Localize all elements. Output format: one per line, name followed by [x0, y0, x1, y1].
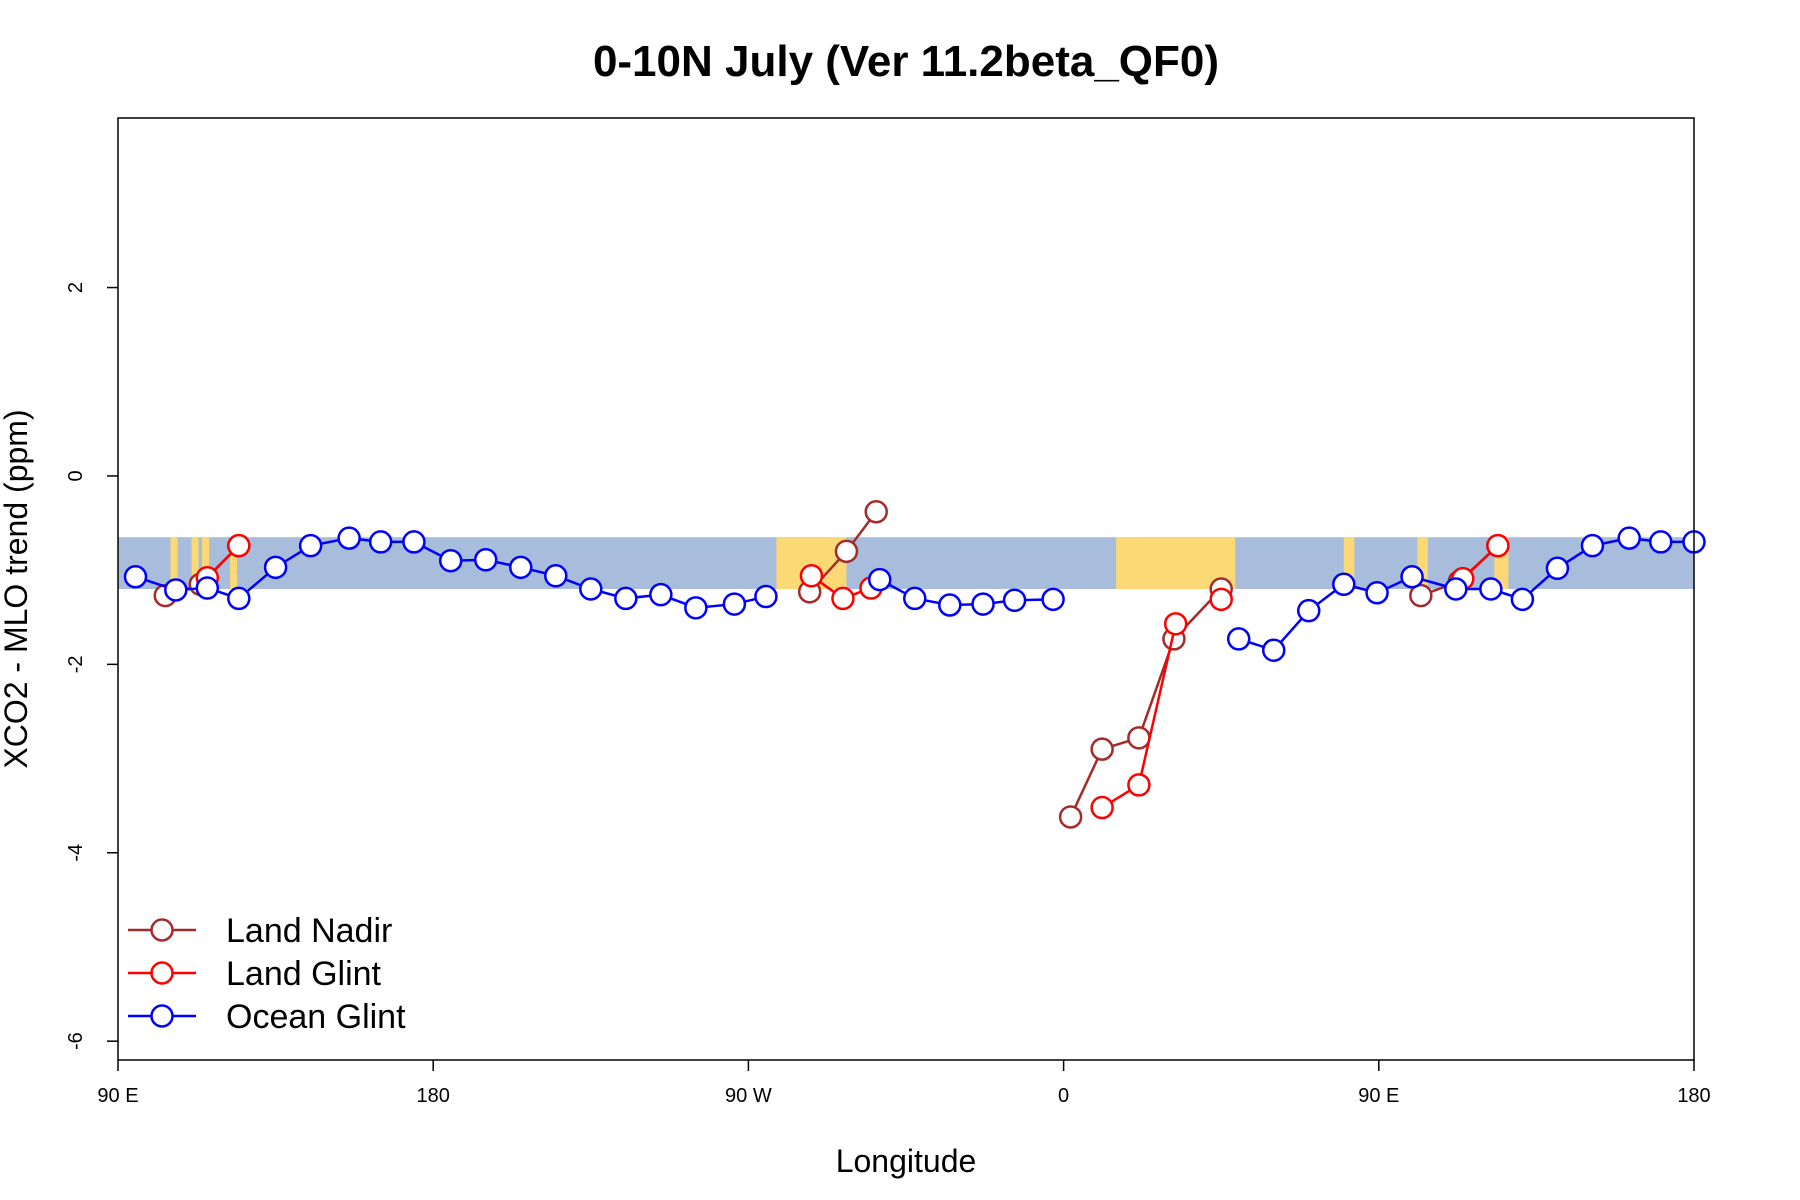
- land-span: [1343, 537, 1355, 589]
- legend-label: Land Glint: [226, 955, 382, 993]
- data-point: [834, 539, 859, 564]
- legend-label: Land Nadir: [226, 912, 392, 950]
- data-point: [971, 592, 995, 616]
- legend-marker: [150, 918, 174, 942]
- data-point: [438, 548, 463, 573]
- data-point: [1297, 598, 1321, 623]
- data-point: [1510, 587, 1535, 612]
- data-point: [368, 530, 393, 554]
- series-land-glint: [195, 533, 1510, 820]
- land-span: [1182, 537, 1190, 589]
- data-point: [544, 564, 568, 588]
- data-point: [1648, 530, 1673, 554]
- legend-marker: [150, 1004, 174, 1028]
- legend: Land Nadir Land Glint Ocean Glint: [128, 912, 406, 1036]
- data-point: [684, 596, 708, 620]
- chart-title: 0-10N July (Ver 11.2beta_QF0): [593, 37, 1219, 86]
- land-span: [170, 537, 178, 589]
- data-point: [799, 564, 824, 588]
- x-tick-label: 180: [1677, 1085, 1710, 1107]
- data-point: [649, 582, 673, 607]
- axes: 90 E 180 90 W 0 90 E 180 2 0 -2 -4 -6: [65, 282, 1711, 1107]
- data-point: [938, 593, 962, 617]
- land-span: [191, 537, 199, 589]
- x-axis-label: Longitude: [836, 1143, 977, 1179]
- data-point: [903, 586, 927, 611]
- data-point: [614, 586, 638, 611]
- x-tick-label: 0: [1058, 1085, 1069, 1107]
- land-span: [1417, 537, 1428, 589]
- y-tick-label: -6: [65, 1032, 87, 1050]
- x-tick-label: 90 E: [97, 1085, 138, 1107]
- data-point: [867, 567, 892, 592]
- legend-label: Ocean Glint: [226, 998, 406, 1036]
- data-point: [1163, 612, 1188, 636]
- y-axis-label: XCO2 - MLO trend (ppm): [0, 409, 34, 768]
- data-point: [1090, 737, 1114, 761]
- data-point: [263, 555, 288, 580]
- data-point: [1545, 556, 1570, 581]
- data-point: [864, 500, 888, 524]
- data-point: [337, 526, 361, 550]
- data-point: [1580, 533, 1605, 558]
- data-point: [227, 533, 251, 558]
- data-point: [722, 592, 747, 616]
- data-point: [831, 586, 855, 611]
- x-tick-label: 90 W: [725, 1085, 772, 1107]
- data-point: [402, 530, 426, 554]
- y-tick-label: 0: [65, 470, 87, 481]
- data-point: [1090, 795, 1114, 820]
- x-tick-label: 90 E: [1358, 1085, 1399, 1107]
- series-layer: [123, 500, 1706, 829]
- data-point: [1409, 583, 1433, 608]
- data-point: [1127, 773, 1151, 797]
- data-point: [579, 577, 603, 601]
- y-tick-label: -2: [65, 655, 87, 673]
- plot-frame: [117, 117, 1695, 1061]
- data-point: [1002, 588, 1027, 613]
- data-point: [1209, 587, 1233, 612]
- data-point: [298, 533, 323, 558]
- data-point: [227, 586, 251, 611]
- data-point: [754, 584, 778, 609]
- data-point: [123, 565, 148, 589]
- data-point: [1486, 533, 1510, 558]
- data-point: [164, 578, 188, 602]
- data-point: [1332, 572, 1356, 597]
- series-ocean-glint: [123, 526, 1706, 662]
- data-point: [1226, 627, 1251, 651]
- data-point: [195, 576, 220, 600]
- data-point: [473, 548, 498, 572]
- data-point: [1479, 577, 1503, 601]
- data-point: [1444, 577, 1468, 601]
- y-tick-label: 2: [65, 282, 87, 293]
- data-point: [1617, 526, 1641, 550]
- land-span: [202, 537, 210, 589]
- legend-marker: [150, 961, 174, 985]
- data-point: [1041, 587, 1065, 612]
- data-point: [1058, 805, 1083, 829]
- data-point: [1261, 638, 1286, 662]
- land-span: [230, 537, 238, 589]
- data-point: [1400, 565, 1424, 589]
- data-point: [509, 555, 533, 580]
- data-point: [1365, 581, 1389, 605]
- data-point: [1127, 726, 1151, 750]
- y-tick-label: -4: [65, 844, 87, 862]
- x-tick-label: 180: [417, 1085, 450, 1107]
